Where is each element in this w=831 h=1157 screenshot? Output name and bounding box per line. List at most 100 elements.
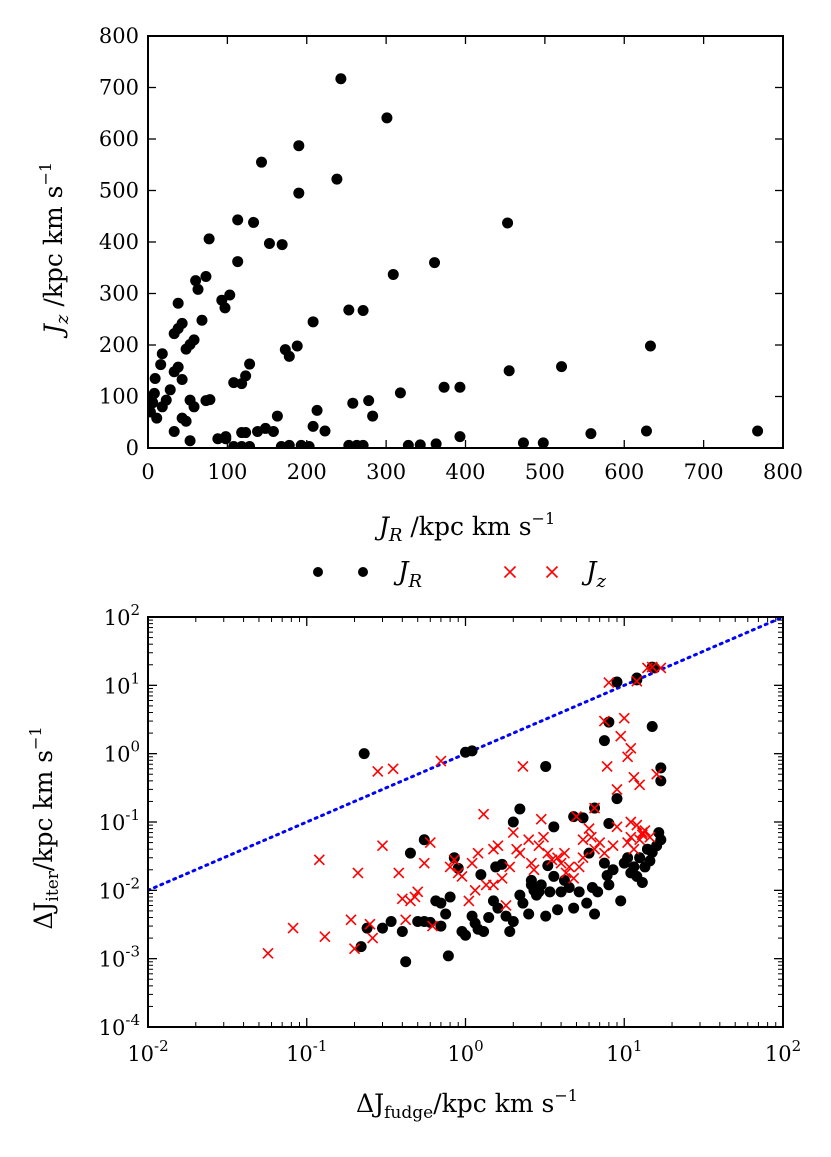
data-point bbox=[472, 847, 484, 859]
x-tick-label: 0 bbox=[141, 460, 154, 484]
data-point bbox=[203, 233, 215, 245]
data-point bbox=[319, 425, 331, 437]
top-points bbox=[148, 73, 764, 448]
data-point bbox=[628, 861, 640, 873]
data-point bbox=[212, 433, 224, 445]
y-tick-label: 500 bbox=[99, 179, 139, 203]
data-point bbox=[172, 297, 184, 309]
y-tick-label: 800 bbox=[99, 24, 139, 48]
data-point bbox=[190, 275, 202, 287]
data-point bbox=[412, 886, 424, 898]
data-point bbox=[331, 173, 343, 185]
data-point bbox=[440, 908, 452, 920]
data-point bbox=[240, 427, 252, 439]
data-point bbox=[655, 662, 667, 674]
data-point bbox=[463, 895, 475, 907]
data-point bbox=[409, 891, 421, 903]
data-point bbox=[502, 217, 514, 229]
data-point bbox=[442, 950, 454, 962]
x-tick-label: 100 bbox=[207, 460, 247, 484]
data-point bbox=[631, 819, 643, 831]
x-tick-label: 400 bbox=[445, 460, 485, 484]
data-point bbox=[400, 956, 412, 968]
data-point bbox=[583, 847, 595, 859]
data-point bbox=[544, 886, 556, 898]
data-point bbox=[148, 406, 156, 418]
data-point bbox=[248, 216, 260, 228]
data-point bbox=[402, 439, 414, 448]
data-point bbox=[348, 943, 361, 955]
data-point bbox=[607, 840, 619, 852]
svg-text:ΔJiter/kpc km s−1: ΔJiter/kpc km s−1 bbox=[26, 726, 63, 929]
y-tick-label: 10-3 bbox=[99, 943, 140, 972]
data-point bbox=[500, 899, 512, 912]
data-point bbox=[631, 672, 643, 684]
data-point bbox=[640, 425, 652, 437]
data-point bbox=[581, 897, 593, 909]
data-point bbox=[444, 861, 456, 873]
legend-marker bbox=[358, 567, 368, 577]
y-tick-label: 101 bbox=[104, 669, 140, 698]
data-point bbox=[426, 920, 439, 932]
data-point bbox=[517, 897, 529, 909]
data-point bbox=[387, 763, 399, 775]
data-point bbox=[357, 439, 369, 448]
data-point bbox=[367, 410, 379, 422]
data-point bbox=[358, 748, 370, 760]
data-point bbox=[357, 304, 369, 316]
data-point bbox=[517, 437, 529, 448]
data-point bbox=[414, 439, 426, 448]
y-tick-label: 100 bbox=[104, 738, 140, 767]
data-point bbox=[478, 925, 490, 937]
top-scatter-chart: 0 100 200 300 400 500 600 700 800 0 100 200 300 400 50… bbox=[99, 24, 803, 484]
data-point bbox=[307, 420, 319, 432]
data-point bbox=[156, 348, 168, 360]
data-point bbox=[283, 350, 295, 362]
data-point bbox=[556, 361, 568, 373]
data-point bbox=[204, 394, 216, 406]
data-point bbox=[568, 902, 580, 914]
data-point bbox=[634, 779, 646, 791]
data-point bbox=[646, 661, 658, 673]
data-point bbox=[533, 840, 545, 852]
data-point bbox=[537, 831, 550, 843]
data-point bbox=[418, 857, 430, 869]
x-tick-label: 700 bbox=[684, 460, 724, 484]
y-tick-label: 200 bbox=[99, 333, 139, 357]
data-point bbox=[372, 765, 384, 777]
data-point bbox=[460, 929, 471, 941]
data-point bbox=[435, 755, 447, 767]
data-point bbox=[634, 852, 646, 864]
bottom-y-axis-label: ΔJiter/kpc km s−1 bbox=[26, 726, 63, 929]
y-tick-label: 300 bbox=[99, 282, 139, 306]
data-point bbox=[176, 412, 188, 424]
data-point bbox=[345, 914, 357, 926]
data-point bbox=[542, 860, 554, 872]
data-point bbox=[335, 73, 347, 85]
data-point bbox=[404, 847, 416, 859]
data-point bbox=[646, 720, 658, 732]
data-point bbox=[585, 831, 597, 843]
data-point bbox=[625, 816, 637, 828]
data-point bbox=[224, 289, 236, 301]
data-point bbox=[639, 824, 651, 837]
data-point bbox=[400, 914, 412, 926]
data-point bbox=[448, 854, 460, 866]
data-point bbox=[275, 440, 287, 448]
data-point bbox=[454, 381, 466, 393]
data-point bbox=[376, 922, 388, 934]
data-point bbox=[412, 915, 424, 927]
data-point bbox=[573, 861, 585, 873]
series-J_z bbox=[262, 661, 667, 959]
y-tick-label: 0 bbox=[126, 436, 139, 460]
data-point bbox=[367, 932, 379, 944]
data-point bbox=[611, 821, 623, 833]
data-point bbox=[430, 438, 442, 448]
data-point bbox=[568, 811, 580, 823]
data-point bbox=[148, 397, 159, 409]
data-point bbox=[577, 834, 589, 846]
data-point bbox=[263, 238, 275, 250]
data-point bbox=[396, 925, 408, 937]
data-point bbox=[752, 425, 764, 437]
data-point bbox=[548, 821, 560, 833]
